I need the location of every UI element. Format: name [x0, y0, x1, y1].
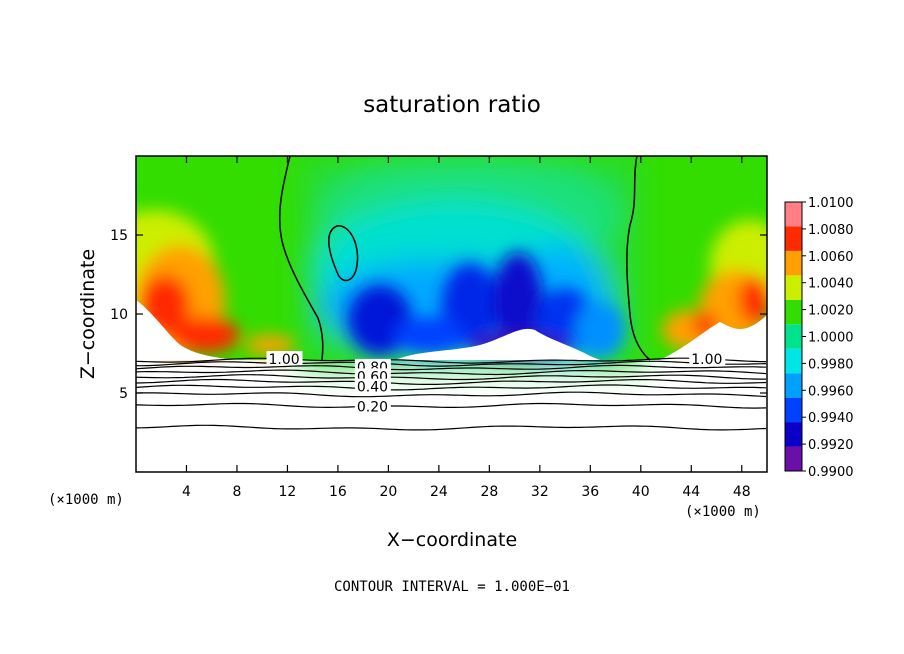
colorbar-label: 0.9920 — [808, 438, 854, 453]
contour-line — [136, 424, 767, 431]
contour-line — [136, 357, 766, 364]
contour-line — [136, 402, 767, 409]
colorbar-label: 1.0000 — [808, 331, 854, 346]
x-unit-right: (×1000 m) — [685, 504, 761, 520]
contour-line — [136, 384, 767, 391]
colorbar-swatch — [785, 275, 802, 300]
y-axis: 5 10 15 — [110, 228, 767, 402]
colorbar-label: 1.0080 — [808, 223, 854, 238]
x-tick-label: 24 — [430, 484, 448, 500]
contour-label: 0.20 — [357, 399, 388, 415]
y-tick-label: 15 — [110, 228, 128, 244]
contour-labels: 1.00 1.000.800.600.400.20 — [266, 351, 726, 415]
colorbar-swatch — [785, 250, 802, 276]
x-axis: 4 8 12 16 20 24 28 32 36 40 44 48 — [182, 156, 751, 500]
colorbar-swatch — [785, 202, 802, 227]
chart-title: saturation ratio — [363, 92, 541, 118]
contour-label: 1.00 — [691, 352, 722, 368]
colorbar-swatch — [785, 373, 802, 398]
contour-label: 1.00 — [269, 352, 300, 368]
contour-label-bg — [354, 398, 391, 413]
contour-line — [136, 378, 767, 385]
contour-label-bg — [689, 351, 726, 366]
x-tick-label: 12 — [279, 484, 297, 500]
x-tick-label: 36 — [581, 484, 599, 500]
colorbar-label: 0.9940 — [808, 411, 854, 426]
colorbar-label: 0.9960 — [808, 384, 854, 399]
contour-line — [136, 364, 767, 371]
colorbar-swatch — [785, 397, 802, 423]
colorbar-swatch — [785, 299, 802, 325]
colorbar-swatch — [785, 324, 802, 349]
contour-label: 0.40 — [357, 380, 388, 396]
x-unit-left: (×1000 m) — [48, 492, 124, 508]
plot-area: 1.00 1.000.800.600.400.20 — [136, 156, 767, 472]
contour-interval-note: CONTOUR INTERVAL = 1.000E−01 — [334, 579, 570, 595]
x-tick-label: 20 — [379, 484, 397, 500]
x-tick-label: 28 — [480, 484, 498, 500]
colorbar-swatch — [785, 348, 802, 374]
unity-contours — [278, 156, 651, 361]
contour-label-bg — [354, 378, 391, 393]
saturation-field — [136, 156, 767, 366]
colorbar: 0.9900 0.9920 0.9940 0.9960 0.9980 1.0000 1.00… — [784, 196, 854, 480]
contour-line — [136, 360, 767, 367]
colorbar-label: 0.9980 — [808, 357, 854, 372]
colorbar-label: 1.0100 — [808, 196, 854, 211]
y-tick-label: 10 — [110, 307, 128, 323]
x-tick-label: 4 — [182, 484, 191, 500]
y-axis-label: Z−coordinate — [77, 249, 99, 379]
x-tick-label: 32 — [531, 484, 549, 500]
contour-line — [136, 374, 766, 381]
contour-line — [136, 369, 767, 376]
x-tick-label: 48 — [733, 484, 751, 500]
x-tick-label: 44 — [682, 484, 700, 500]
x-tick-label: 16 — [329, 484, 347, 500]
x-tick-label: 40 — [632, 484, 650, 500]
colorbar-label: 1.0020 — [808, 304, 854, 319]
x-tick-label: 8 — [232, 484, 241, 500]
contour-label-bg — [266, 351, 303, 366]
colorbar-swatch — [785, 446, 802, 471]
colorbar-label: 1.0040 — [808, 277, 854, 292]
colorbar-label: 1.0060 — [808, 250, 854, 265]
humidity-contours — [136, 357, 767, 431]
x-axis-label: X−coordinate — [387, 529, 517, 551]
colorbar-swatch — [785, 422, 802, 447]
colorbar-label: 0.9900 — [808, 465, 854, 480]
y-tick-label: 5 — [119, 386, 128, 402]
contour-line — [136, 391, 767, 398]
colorbar-swatch — [785, 226, 802, 251]
